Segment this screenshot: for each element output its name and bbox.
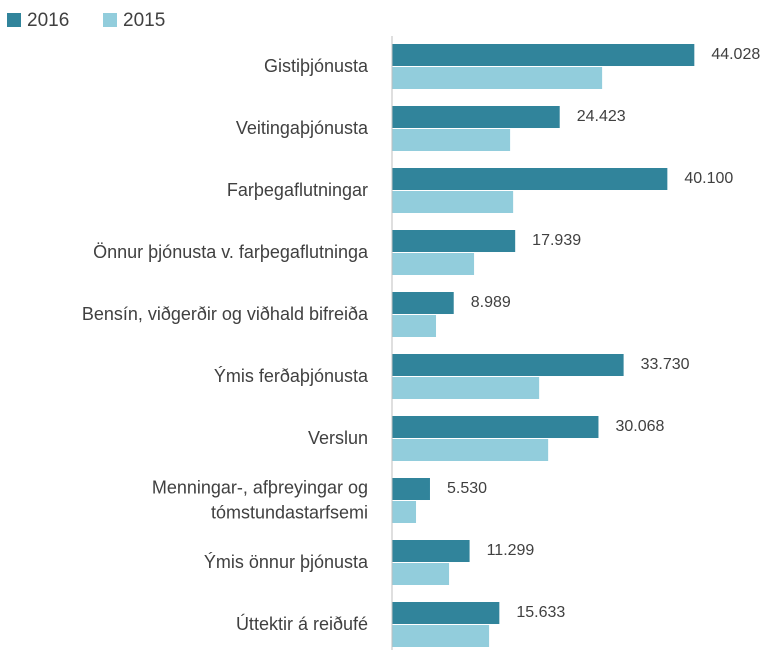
value-label: 5.530	[447, 480, 487, 497]
category-label: Farþegaflutningar	[227, 180, 368, 200]
bar	[392, 292, 454, 314]
legend-label: 2016	[27, 10, 69, 31]
value-label: 40.100	[684, 170, 733, 187]
bar	[392, 439, 549, 461]
bar	[392, 501, 417, 523]
bar	[392, 230, 516, 252]
bar	[392, 416, 599, 438]
value-label: 8.989	[471, 294, 511, 311]
bar	[392, 168, 668, 190]
category-label: Önnur þjónusta v. farþegaflutninga	[93, 242, 369, 262]
bar	[392, 315, 437, 337]
legend-swatch	[103, 13, 117, 27]
value-label: 33.730	[641, 356, 690, 373]
category-label: Menningar-, afþreyingar og tómstundastarf…	[152, 477, 368, 522]
value-label: 15.633	[516, 604, 565, 621]
value-label: 30.068	[615, 418, 664, 435]
value-label: 24.423	[577, 108, 626, 125]
bar	[392, 540, 470, 562]
category-label: Veitingaþjónusta	[236, 118, 369, 138]
category-label: Úttektir á reiðufé	[236, 613, 368, 634]
bar	[392, 377, 540, 399]
bar	[392, 67, 603, 89]
bar	[392, 129, 511, 151]
bar	[392, 191, 514, 213]
bar	[392, 253, 475, 275]
bar	[392, 563, 450, 585]
bar	[392, 478, 430, 500]
bar	[392, 106, 560, 128]
category-label: Ýmis ferðaþjónusta	[214, 366, 369, 386]
category-label: Bensín, viðgerðir og viðhald bifreiða	[82, 304, 369, 324]
bar	[392, 354, 624, 376]
value-label: 44.028	[711, 46, 760, 63]
legend-label: 2015	[123, 10, 165, 31]
category-label: Verslun	[308, 428, 368, 448]
bar	[392, 625, 490, 647]
bar	[392, 44, 695, 66]
legend-swatch	[7, 13, 21, 27]
category-label: Ýmis önnur þjónusta	[204, 552, 369, 572]
category-label: Gistiþjónusta	[264, 56, 369, 76]
value-label: 11.299	[487, 542, 535, 559]
value-label: 17.939	[532, 232, 581, 249]
bar	[392, 602, 500, 624]
